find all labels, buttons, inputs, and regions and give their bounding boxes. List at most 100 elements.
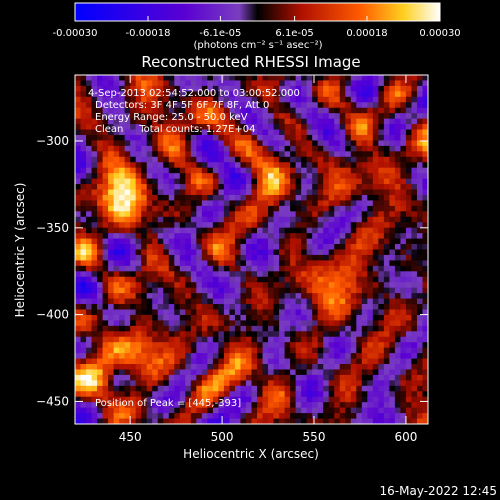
- heatmap-cell: [245, 91, 253, 98]
- heatmap-cell: [119, 413, 126, 420]
- heatmap-cell: [80, 249, 87, 256]
- heatmap-cell: [317, 91, 324, 98]
- heatmap-cell: [218, 162, 225, 169]
- heatmap-cell: [367, 271, 374, 278]
- heatmap-cell: [361, 102, 368, 109]
- heatmap-cell: [102, 96, 109, 103]
- heatmap-cell: [378, 353, 385, 360]
- heatmap-cell: [97, 145, 104, 152]
- heatmap-cell: [196, 374, 203, 381]
- heatmap-cell: [356, 140, 363, 147]
- heatmap-cell: [334, 107, 341, 114]
- heatmap-cell: [240, 151, 247, 158]
- heatmap-cell: [168, 364, 175, 371]
- heatmap-cell: [80, 145, 87, 152]
- heatmap-cell: [190, 129, 197, 136]
- heatmap-cell: [174, 151, 181, 158]
- heatmap-cell: [201, 113, 208, 120]
- heatmap-cell: [234, 129, 242, 136]
- heatmap-cell: [361, 418, 368, 424]
- heatmap-cell: [317, 385, 324, 392]
- heatmap-cell: [400, 118, 407, 125]
- heatmap-cell: [157, 222, 164, 229]
- heatmap-cell: [102, 184, 109, 191]
- heatmap-cell: [163, 156, 170, 163]
- heatmap-cell: [130, 162, 137, 169]
- heatmap-cell: [113, 244, 120, 251]
- heatmap-cell: [80, 380, 87, 387]
- heatmap-cell: [240, 102, 247, 109]
- heatmap-cell: [273, 211, 280, 218]
- heatmap-cell: [262, 385, 269, 392]
- heatmap-cell: [284, 309, 291, 316]
- heatmap-cell: [334, 200, 341, 207]
- heatmap-cell: [135, 167, 142, 174]
- heatmap-cell: [251, 96, 258, 103]
- heatmap-cell: [372, 385, 379, 392]
- heatmap-cell: [257, 336, 264, 343]
- heatmap-cell: [279, 233, 286, 240]
- heatmap-cell: [251, 233, 258, 240]
- heatmap-cell: [422, 91, 428, 98]
- heatmap-cell: [223, 309, 231, 316]
- chart-title: Reconstructed RHESSI Image: [141, 53, 360, 71]
- heatmap-cell: [124, 304, 131, 311]
- heatmap-cell: [361, 276, 368, 283]
- heatmap-cell: [168, 222, 175, 229]
- heatmap-cell: [102, 145, 109, 152]
- heatmap-cell: [201, 353, 208, 360]
- heatmap-cell: [317, 107, 324, 114]
- heatmap-cell: [411, 418, 418, 424]
- x-tick-label: 550: [303, 430, 326, 444]
- heatmap-cell: [240, 194, 247, 202]
- heatmap-cell: [108, 151, 115, 158]
- heatmap-cell: [422, 189, 428, 196]
- heatmap-cell: [146, 260, 153, 267]
- heatmap-cell: [389, 233, 396, 240]
- heatmap-cell: [317, 184, 324, 191]
- heatmap-cell: [196, 380, 203, 387]
- heatmap-cell: [97, 244, 104, 251]
- heatmap-cell: [207, 385, 214, 392]
- heatmap-cell: [284, 265, 291, 272]
- heatmap-cell: [135, 91, 142, 98]
- heatmap-cell: [157, 140, 164, 147]
- heatmap-cell: [240, 118, 247, 125]
- heatmap-cell: [124, 358, 131, 365]
- heatmap-cell: [212, 113, 220, 120]
- heatmap-cell: [389, 374, 396, 381]
- heatmap-cell: [163, 222, 170, 229]
- heatmap-cell: [91, 364, 98, 371]
- heatmap-cell: [119, 369, 126, 376]
- heatmap-cell: [185, 80, 192, 87]
- heatmap-cell: [350, 244, 357, 251]
- heatmap-cell: [405, 336, 413, 343]
- heatmap-cell: [174, 96, 181, 103]
- heatmap-cell: [152, 331, 159, 338]
- heatmap-cell: [207, 194, 214, 202]
- heatmap-cell: [405, 178, 413, 185]
- heatmap-cell: [405, 227, 413, 234]
- heatmap-cell: [405, 173, 413, 180]
- heatmap-cell: [372, 418, 379, 424]
- heatmap-cell: [113, 184, 120, 191]
- heatmap-cell: [80, 287, 87, 294]
- heatmap-cell: [86, 358, 93, 365]
- heatmap-cell: [411, 380, 418, 387]
- heatmap-cell: [411, 145, 418, 152]
- heatmap-cell: [196, 91, 203, 98]
- heatmap-cell: [334, 293, 341, 300]
- heatmap-cell: [361, 380, 368, 387]
- heatmap-cell: [400, 347, 407, 354]
- heatmap-cell: [306, 320, 313, 327]
- heatmap-cell: [372, 184, 379, 191]
- heatmap-cell: [284, 178, 291, 185]
- heatmap-cell: [378, 374, 385, 381]
- heatmap-cell: [218, 320, 225, 327]
- heatmap-cell: [207, 249, 214, 256]
- heatmap-cell: [295, 134, 302, 142]
- heatmap-cell: [174, 222, 181, 229]
- heatmap-cell: [345, 227, 352, 234]
- heatmap-cell: [268, 320, 275, 327]
- heatmap-cell: [378, 167, 385, 174]
